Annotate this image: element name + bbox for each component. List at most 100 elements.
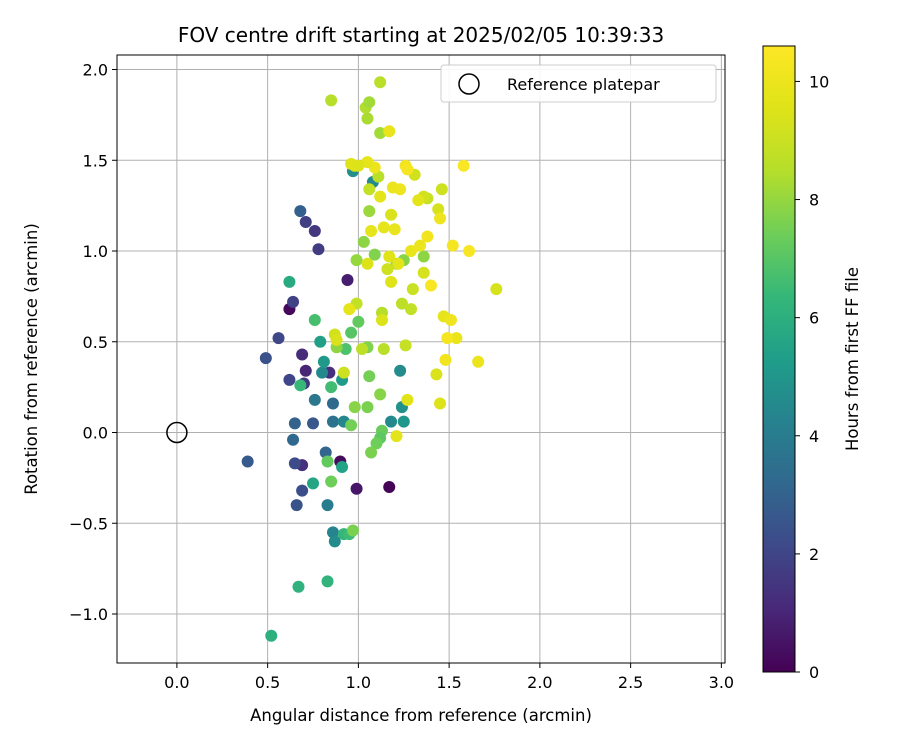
data-point xyxy=(417,250,430,263)
data-point xyxy=(421,230,434,243)
data-point xyxy=(374,190,387,203)
y-tick-label: 1.5 xyxy=(83,151,108,170)
data-point xyxy=(383,480,396,493)
data-point xyxy=(375,313,388,326)
y-axis-label: Rotation from reference (arcmin) xyxy=(22,223,41,495)
colorbar: 0 2 4 6 8 10 Hours from first FF file xyxy=(762,45,862,682)
data-point xyxy=(296,348,309,361)
grid-lines xyxy=(117,55,725,663)
data-point xyxy=(406,283,419,296)
data-point xyxy=(457,159,470,172)
data-point xyxy=(361,257,374,270)
colorbar-tick-label: 2 xyxy=(809,545,819,564)
data-point xyxy=(343,303,356,316)
data-point xyxy=(363,205,376,218)
data-point xyxy=(365,446,378,459)
x-axis-label: Angular distance from reference (arcmin) xyxy=(250,706,592,725)
data-point xyxy=(348,401,361,414)
data-point xyxy=(450,332,463,345)
data-point xyxy=(316,366,329,379)
data-point xyxy=(319,446,332,459)
data-point xyxy=(399,339,412,352)
data-point xyxy=(341,274,354,287)
data-point xyxy=(430,368,443,381)
data-point xyxy=(370,437,383,450)
data-point xyxy=(307,417,320,430)
data-point xyxy=(346,524,359,537)
data-point xyxy=(441,332,454,345)
legend-marker-icon xyxy=(458,73,480,95)
data-point xyxy=(288,457,301,470)
y-tick-label: 0.0 xyxy=(83,424,108,443)
data-point xyxy=(352,315,365,328)
data-point xyxy=(365,225,378,238)
data-point xyxy=(283,275,296,288)
data-point xyxy=(439,353,452,366)
data-point xyxy=(388,223,401,236)
x-tick-label: 3.0 xyxy=(709,673,734,692)
data-point xyxy=(350,482,363,495)
data-point xyxy=(325,94,338,107)
data-point xyxy=(401,393,414,406)
x-tick-label: 0.5 xyxy=(255,673,280,692)
data-point xyxy=(385,415,398,428)
data-point xyxy=(317,355,330,368)
data-point xyxy=(326,415,339,428)
data-point xyxy=(308,313,321,326)
x-tick-label: 2.0 xyxy=(527,673,552,692)
data-point xyxy=(490,283,503,296)
x-tick-label: 0.0 xyxy=(164,673,189,692)
data-point xyxy=(434,397,447,410)
colorbar-label: Hours from first FF file xyxy=(843,267,862,451)
data-point xyxy=(368,248,381,261)
data-point xyxy=(350,254,363,267)
data-point xyxy=(472,355,485,368)
reference-marker xyxy=(166,421,188,444)
data-point xyxy=(339,343,352,356)
data-point xyxy=(395,297,408,310)
data-point xyxy=(356,343,369,356)
data-point xyxy=(372,170,385,183)
data-point xyxy=(405,303,418,316)
data-point xyxy=(294,205,307,218)
y-tick-label: −1.0 xyxy=(69,605,108,624)
data-point xyxy=(357,235,370,248)
data-point xyxy=(385,275,398,288)
data-point xyxy=(361,156,374,169)
x-tick-label: 2.5 xyxy=(618,673,643,692)
data-point xyxy=(241,455,254,468)
colorbar-ticks: 0 2 4 6 8 10 xyxy=(795,72,829,682)
data-point xyxy=(308,393,321,406)
data-point xyxy=(314,335,327,348)
data-point xyxy=(361,401,374,414)
y-tick-label: 1.0 xyxy=(83,242,108,261)
data-point xyxy=(377,343,390,356)
y-tick-label: 2.0 xyxy=(83,61,108,80)
x-tick-label: 1.5 xyxy=(436,673,461,692)
data-point xyxy=(463,245,476,258)
data-point xyxy=(328,535,341,548)
data-point xyxy=(272,332,285,345)
y-tick-label: −0.5 xyxy=(69,514,108,533)
data-point xyxy=(345,419,358,432)
data-point xyxy=(321,499,334,512)
data-point xyxy=(374,76,387,89)
data-point xyxy=(299,364,312,377)
data-point xyxy=(414,239,427,252)
data-point xyxy=(321,455,334,468)
data-point xyxy=(283,373,296,386)
colorbar-gradient xyxy=(762,45,796,673)
data-point xyxy=(405,245,418,258)
data-point xyxy=(308,225,321,238)
data-point xyxy=(326,397,339,410)
plot-frame xyxy=(116,54,726,664)
data-point xyxy=(265,629,278,642)
data-point xyxy=(435,183,448,196)
data-point xyxy=(444,313,457,326)
colorbar-tick-label: 4 xyxy=(809,427,819,446)
data-point xyxy=(352,159,365,172)
data-point xyxy=(397,415,410,428)
data-point xyxy=(412,194,425,207)
data-point xyxy=(363,370,376,383)
